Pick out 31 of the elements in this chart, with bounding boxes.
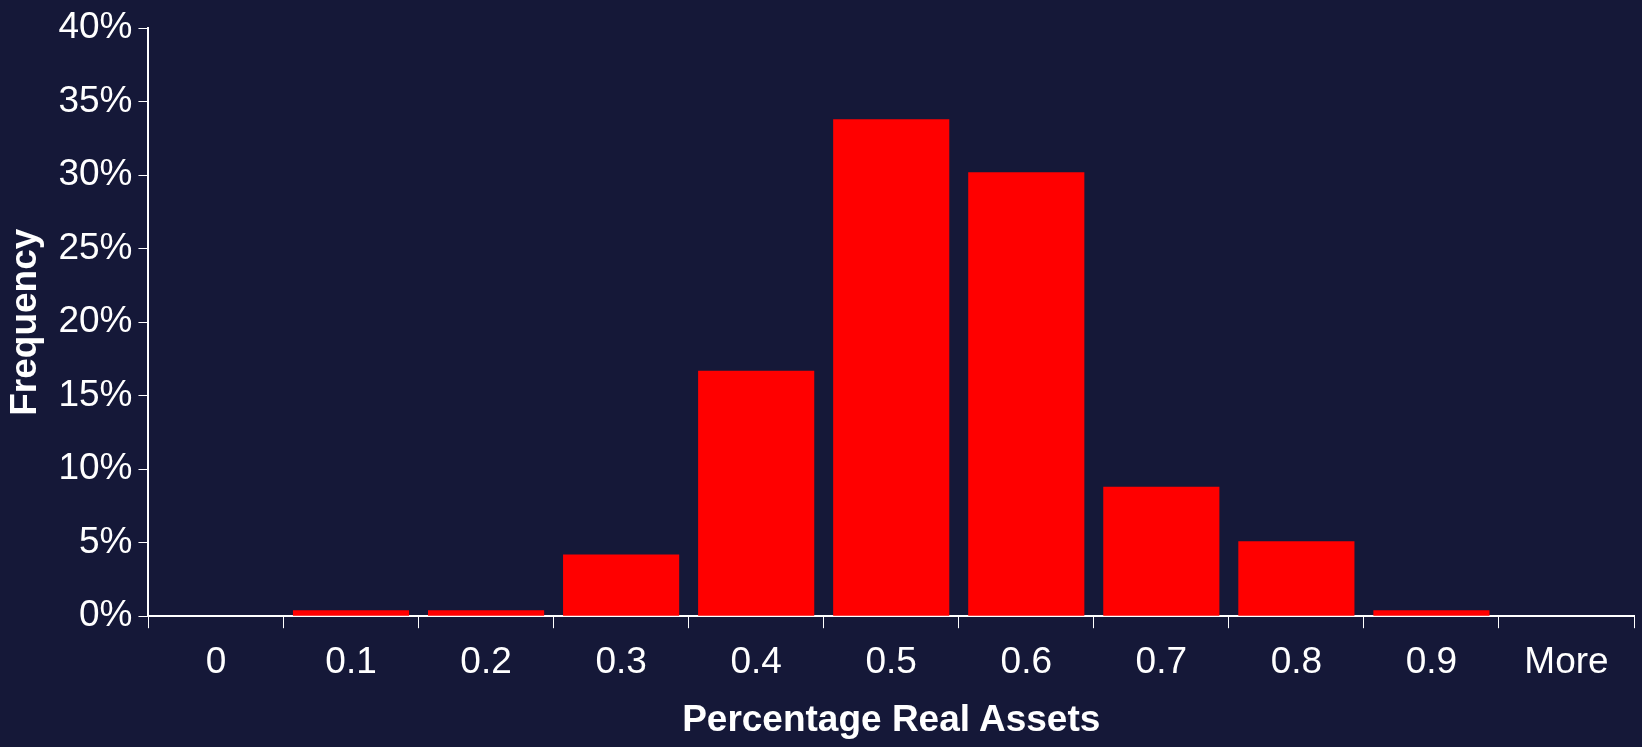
bar bbox=[698, 370, 815, 616]
x-tick-label: More bbox=[1524, 639, 1609, 681]
x-tick-label: 0.2 bbox=[460, 639, 512, 681]
bar bbox=[1373, 610, 1490, 616]
bar bbox=[292, 610, 410, 616]
y-tick-label: 10% bbox=[58, 446, 133, 488]
x-tick-label: 0.3 bbox=[595, 639, 647, 681]
x-tick-label: 0.5 bbox=[865, 639, 917, 681]
y-tick-label: 25% bbox=[58, 225, 133, 267]
y-tick-label: 35% bbox=[58, 78, 133, 120]
bar bbox=[1238, 541, 1355, 616]
x-tick-label: 0.1 bbox=[325, 639, 377, 681]
bar bbox=[833, 119, 950, 616]
y-tick-label: 20% bbox=[58, 299, 133, 341]
y-tick-label: 15% bbox=[58, 372, 133, 414]
bar bbox=[563, 554, 680, 616]
y-axis-title: Frequency bbox=[3, 228, 45, 416]
x-tick-label: 0.4 bbox=[730, 639, 782, 681]
x-tick-label: 0.9 bbox=[1405, 639, 1458, 681]
y-tick-label: 0% bbox=[78, 593, 133, 635]
y-tick-label: 5% bbox=[78, 519, 133, 561]
bar bbox=[1103, 486, 1220, 616]
x-tick-label: 0.6 bbox=[1000, 639, 1052, 681]
y-tick-label: 40% bbox=[58, 5, 133, 47]
y-tick-label: 30% bbox=[58, 152, 133, 194]
bar bbox=[428, 610, 545, 616]
x-tick-label: 0 bbox=[205, 639, 227, 681]
bar bbox=[968, 172, 1085, 616]
x-tick-label: 0.8 bbox=[1270, 639, 1323, 681]
x-tick-label: 0.7 bbox=[1135, 639, 1188, 681]
x-axis-title: Percentage Real Assets bbox=[682, 698, 1101, 739]
